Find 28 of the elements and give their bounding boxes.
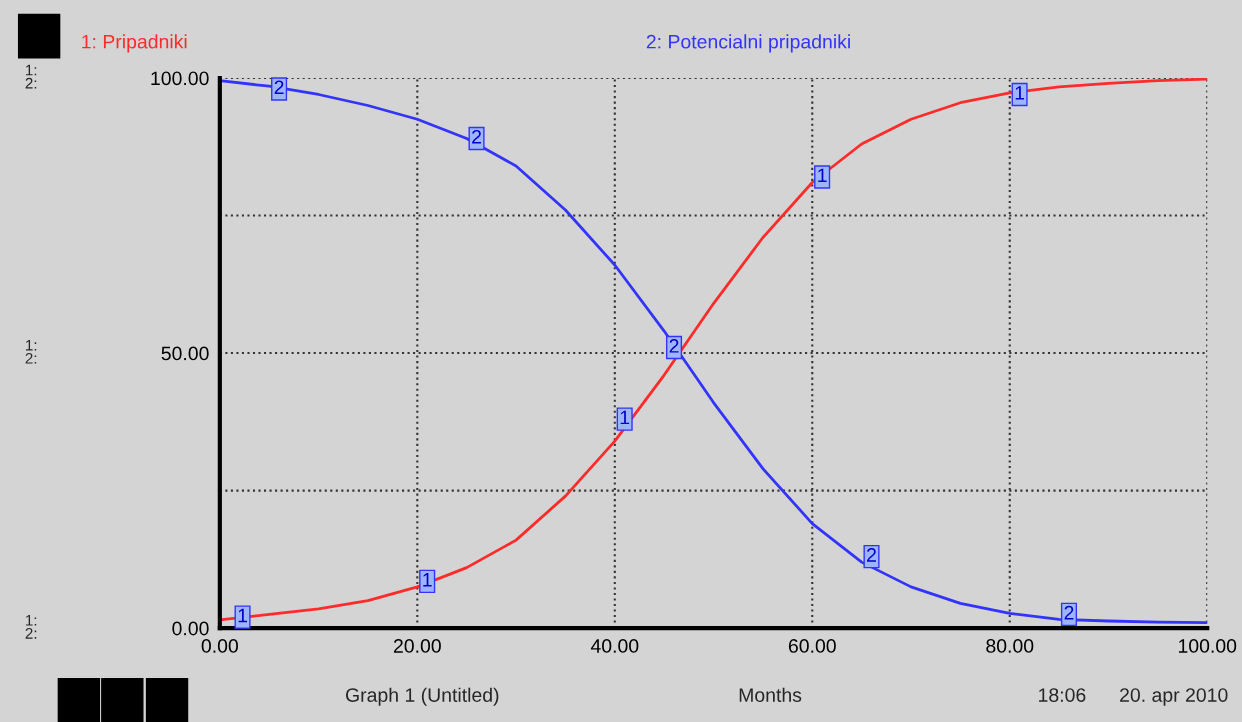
annotation: 1 <box>620 410 630 425</box>
annotation: 1 <box>238 608 247 623</box>
text: 2: Potencialni pripadniki <box>646 34 850 53</box>
annotation: 1 <box>1015 86 1025 100</box>
caption: Graph 1 (Untitled) <box>345 687 499 706</box>
annotation: 2 <box>867 548 876 562</box>
text: 1: 2: <box>25 64 37 89</box>
x-tick-label: 40.00 <box>590 639 639 653</box>
text: 20. apr 2010 <box>1120 688 1228 706</box>
x-axis-title: Months <box>739 687 802 702</box>
text: 18:06 <box>1039 688 1086 702</box>
annotation: 2 <box>472 129 481 144</box>
y-tick-label: 0.00 <box>172 621 209 636</box>
x-tick-label: 0.00 <box>201 639 238 653</box>
x-tick-label: 80.00 <box>986 639 1034 653</box>
x-tick-label: 100.00 <box>1178 639 1237 653</box>
x-tick-label: 60.00 <box>788 639 836 653</box>
annotation: 1 <box>818 168 827 183</box>
annotation: 2 <box>1064 605 1074 620</box>
x-tick-label: 20.00 <box>393 639 441 653</box>
y-tick-label: 50.00 <box>161 346 209 361</box>
annotation: 1 <box>423 573 432 587</box>
text: 1: 2: <box>25 339 37 364</box>
text: 1: Pripadniki <box>82 34 187 53</box>
annotation: 2 <box>669 339 679 353</box>
text: 1: 2: <box>25 615 37 639</box>
annotation: 2 <box>274 80 284 95</box>
y-tick-label: 100.00 <box>151 71 209 86</box>
